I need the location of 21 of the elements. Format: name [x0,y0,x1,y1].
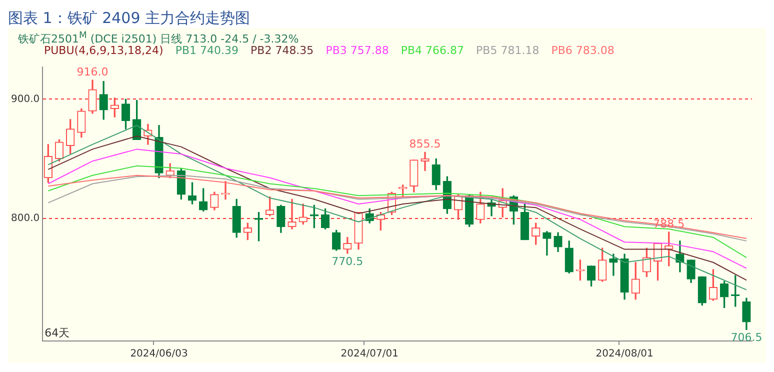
annotation: 855.5 [409,138,441,151]
text: PB5 781.18 [476,43,540,58]
chart-subtitle: 铁矿石2501$^{M}$ (DCE i2501) 日线 713.0 -24.5 / -3.32% [8,28,766,46]
x-tick-label: 2024/08/01 [596,348,654,360]
text: PB6 783.08 [551,43,614,58]
annotation: 64天 [44,326,70,340]
annotation: 770.5 [332,254,364,268]
candlestick [288,198,296,230]
text: PB2 748.35 [250,44,314,58]
text: PB3 757.88 [326,43,389,58]
chart-title: 图表 1：铁矿 2409 主力合约走势图 [8,8,766,28]
y-tick-label: 900.0 [10,94,40,105]
x-tick-label: 2024/07/01 [340,348,398,360]
annotation: 916.0 [76,65,108,78]
x-tick-label: 2024/06/03 [130,348,188,360]
y-tick-label: 800.0 [10,212,40,224]
text: PB4 766.87 [400,43,464,58]
legend-title: PUBU(4,6,9,13,18,24) [44,44,164,58]
candlestick [609,254,618,276]
candlestick [420,152,430,171]
text: PB1 740.39 [175,44,239,58]
